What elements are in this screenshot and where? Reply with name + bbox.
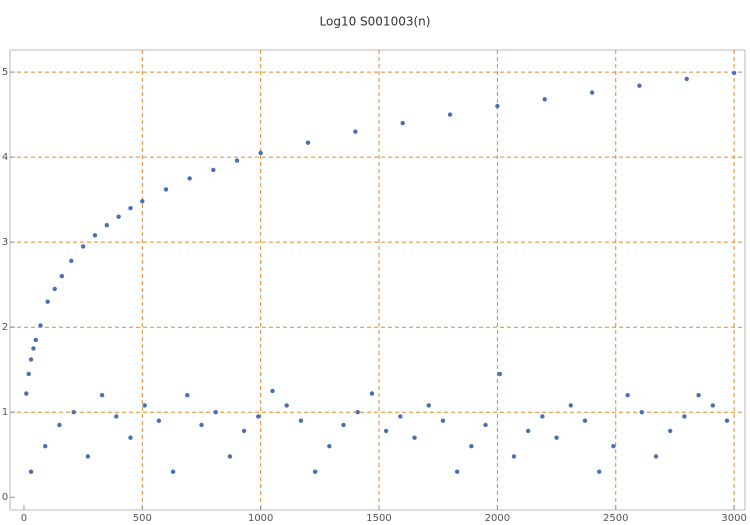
- point: [582, 418, 588, 423]
- point: [43, 444, 48, 449]
- y-tick-label: 4: [2, 152, 8, 163]
- y-tick-label: 1: [2, 407, 8, 418]
- point: [637, 83, 642, 88]
- point: [69, 258, 74, 264]
- point: [589, 90, 595, 95]
- point: [554, 435, 559, 440]
- point: [625, 393, 630, 398]
- point: [305, 140, 311, 145]
- point: [33, 337, 39, 343]
- point: [140, 199, 145, 204]
- point: [710, 403, 716, 408]
- point: [469, 444, 474, 449]
- point: [440, 418, 446, 423]
- x-tick-label: 2500: [603, 513, 628, 524]
- point: [568, 403, 573, 408]
- point: [696, 393, 701, 398]
- y-tick-label: 3: [2, 237, 8, 248]
- point: [128, 435, 133, 440]
- point: [156, 418, 162, 423]
- point: [234, 158, 240, 163]
- point: [284, 403, 289, 408]
- point: [128, 205, 133, 211]
- point: [31, 346, 36, 351]
- point: [383, 428, 389, 434]
- point: [447, 112, 453, 117]
- point: [71, 410, 76, 415]
- point: [258, 150, 263, 156]
- point: [653, 454, 659, 459]
- point: [426, 403, 431, 408]
- point: [211, 167, 216, 173]
- point: [400, 120, 405, 126]
- point: [92, 233, 98, 238]
- point: [525, 428, 531, 434]
- point: [327, 444, 332, 449]
- point: [731, 70, 737, 76]
- point: [596, 469, 602, 474]
- point: [542, 97, 547, 102]
- point: [497, 371, 502, 377]
- point: [483, 422, 488, 428]
- x-tick-label: 1000: [248, 513, 273, 524]
- y-tick-label: 0: [2, 492, 8, 503]
- point: [99, 393, 105, 398]
- x-tick-label: 500: [133, 513, 152, 524]
- point: [104, 222, 110, 228]
- point: [85, 454, 91, 459]
- point: [412, 435, 417, 440]
- point: [511, 454, 517, 459]
- point: [682, 414, 687, 419]
- chart-title: Log10 S001003(n): [320, 15, 431, 29]
- x-tick-label: 1500: [366, 513, 391, 524]
- point: [227, 454, 233, 459]
- point: [80, 244, 86, 249]
- plot-frame: [9, 49, 746, 511]
- point: [199, 422, 204, 428]
- point: [241, 428, 247, 434]
- x-tick-label: 2000: [485, 513, 510, 524]
- point: [369, 391, 375, 396]
- point: [57, 422, 62, 428]
- point: [26, 371, 31, 377]
- point: [724, 418, 730, 423]
- point: [52, 286, 57, 292]
- point: [38, 323, 43, 328]
- point: [213, 410, 218, 415]
- point: [495, 103, 500, 109]
- point: [353, 129, 358, 134]
- x-tick-label: 0: [21, 513, 27, 524]
- point: [639, 410, 644, 415]
- point: [270, 388, 275, 394]
- point: [24, 391, 29, 396]
- point: [341, 422, 346, 428]
- point: [312, 469, 318, 474]
- point: [611, 444, 616, 449]
- point: [298, 418, 304, 423]
- point: [667, 428, 673, 434]
- point: [163, 187, 169, 192]
- point: [684, 76, 689, 82]
- y-tick-label: 2: [2, 322, 8, 333]
- point: [116, 214, 121, 219]
- point: [45, 299, 50, 304]
- point: [28, 469, 34, 474]
- point: [256, 414, 261, 419]
- point: [185, 393, 190, 398]
- point: [540, 414, 545, 419]
- point: [187, 176, 192, 181]
- point: [28, 357, 34, 362]
- point: [59, 273, 65, 279]
- point: [355, 410, 360, 415]
- point: [114, 414, 119, 419]
- point: [170, 469, 176, 474]
- point: [454, 469, 460, 474]
- point: [142, 403, 147, 408]
- x-tick-label: 3000: [721, 513, 746, 524]
- y-tick-label: 5: [2, 67, 8, 78]
- point: [398, 414, 403, 419]
